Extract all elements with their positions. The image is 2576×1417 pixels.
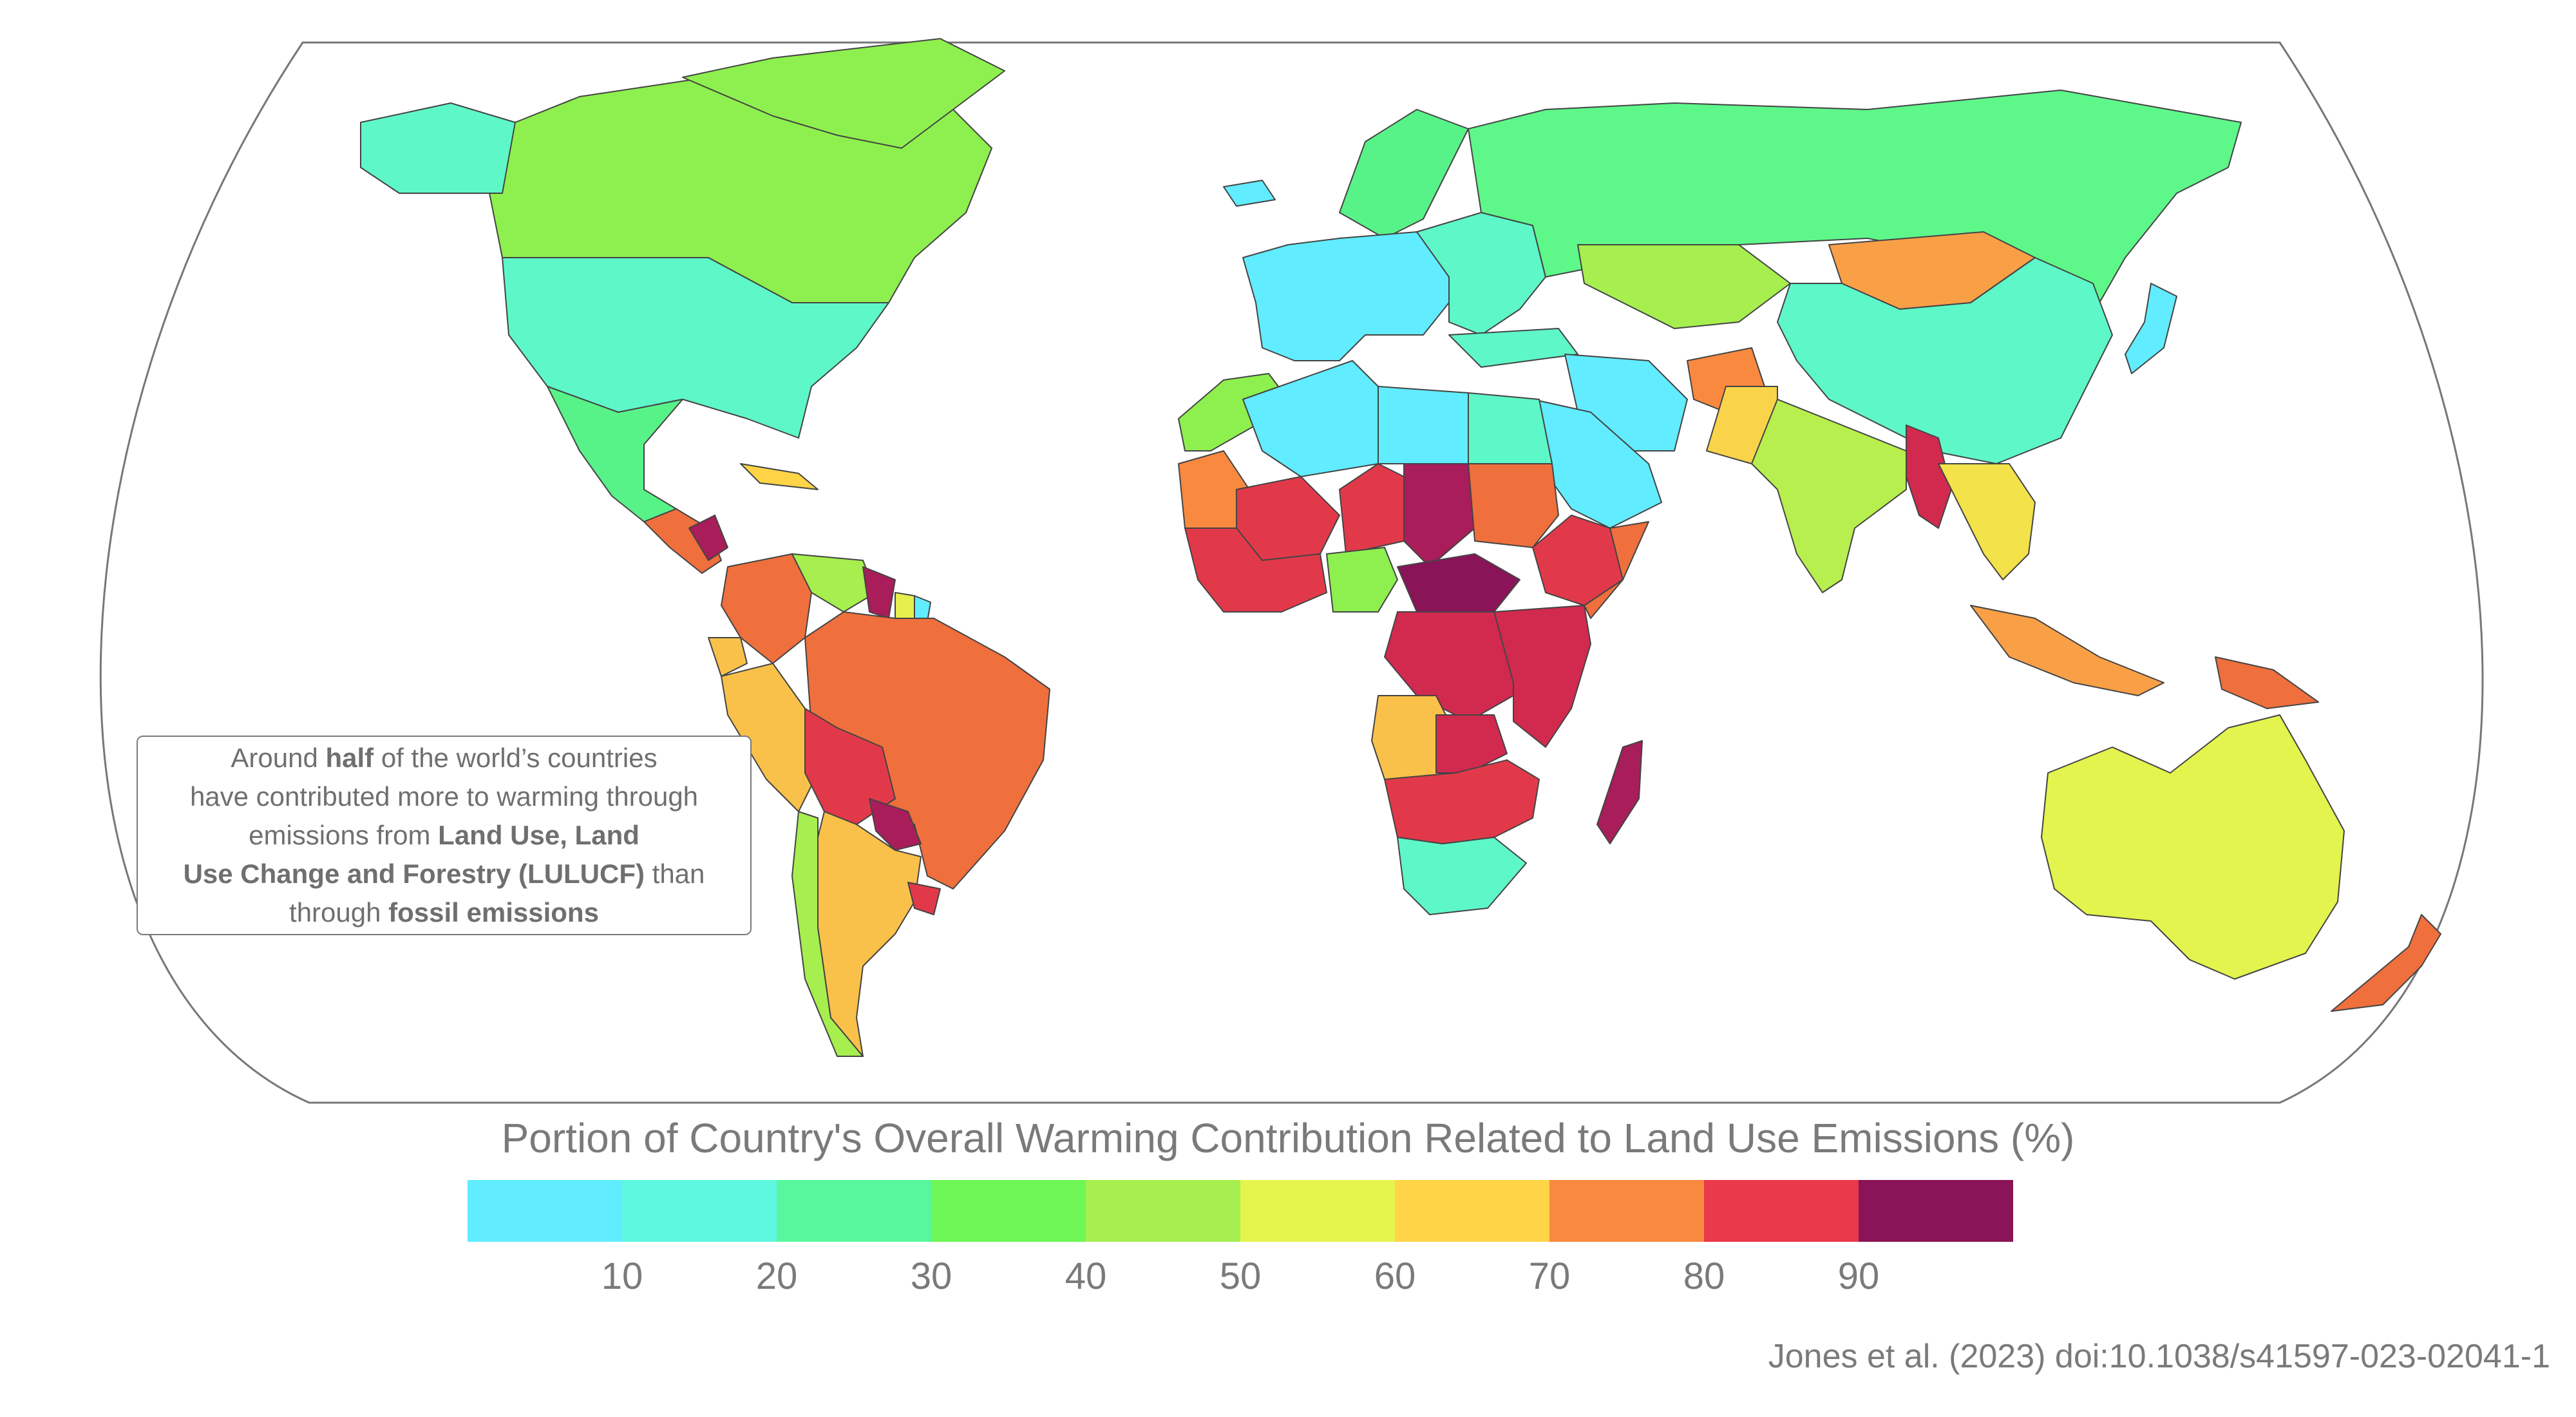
legend-swatch-3: [777, 1180, 931, 1242]
country-alaska: [360, 102, 516, 194]
legend-tick-30: 30: [910, 1255, 952, 1297]
legend-tick-20: 20: [755, 1255, 798, 1297]
country-central-african-republic: [1397, 553, 1520, 613]
legend-tick-80: 80: [1683, 1255, 1725, 1297]
callout-line-3: emissions from Land Use, Land: [249, 820, 639, 850]
legend-swatch-6: [1240, 1180, 1395, 1242]
legend-tick-labels: 10 20 30 40 50 60 70 80 90: [468, 1255, 2013, 1306]
country-australia: [2041, 714, 2345, 980]
country-suriname: [895, 592, 915, 619]
country-libya: [1378, 386, 1469, 464]
country-west-africa: [1184, 528, 1327, 613]
country-kazakhstan: [1577, 244, 1791, 329]
legend-swatch-2: [622, 1180, 777, 1242]
callout-line-5: through fossil emissions: [289, 897, 599, 927]
country-madagascar: [1596, 740, 1643, 844]
legend-tick-90: 90: [1837, 1255, 1880, 1297]
legend-swatch-9: [1704, 1180, 1859, 1242]
country-southeast-asia: [1938, 463, 2036, 580]
country-mexico: [547, 386, 683, 522]
country-india: [1751, 399, 1907, 593]
country-east-africa: [1493, 605, 1591, 748]
legend-color-bar: [468, 1180, 2013, 1242]
country-cuba: [740, 463, 819, 490]
country-chad: [1403, 463, 1475, 567]
country-paraguay: [869, 798, 922, 851]
country-indonesia: [1970, 605, 2164, 696]
legend-swatch-10: [1859, 1180, 2013, 1242]
legend-swatch-7: [1395, 1180, 1549, 1242]
country-ecuador: [708, 637, 748, 677]
legend-tick-10: 10: [601, 1255, 643, 1297]
country-sudan: [1468, 463, 1559, 548]
country-nigeria: [1326, 547, 1398, 613]
country-nicaragua: [688, 515, 728, 561]
callout-text: Around half of the world’s countries hav…: [184, 739, 705, 932]
callout-line-2: have contributed more to warming through: [189, 781, 699, 812]
callout-line-4: Use Change and Forestry (LULUCF) than: [183, 859, 705, 889]
legend-tick-40: 40: [1065, 1255, 1107, 1297]
legend-tick-70: 70: [1528, 1255, 1571, 1297]
country-western-europe: [1242, 231, 1456, 361]
legend-tick-60: 60: [1374, 1255, 1416, 1297]
country-turkey: [1448, 328, 1578, 368]
country-venezuela: [791, 553, 876, 613]
citation: Jones et al. (2023) doi:10.1038/s41597-0…: [1768, 1338, 2550, 1375]
legend-swatch-8: [1549, 1180, 1704, 1242]
legend-swatch-4: [931, 1180, 1086, 1242]
country-new-zealand: [2331, 914, 2441, 1012]
callout-line-1: Around half of the world’s countries: [231, 743, 658, 773]
country-china: [1777, 257, 2113, 464]
country-uruguay: [907, 882, 941, 915]
world-map-svg: [99, 38, 2484, 1104]
country-somalia: [1584, 521, 1649, 619]
country-japan: [2125, 283, 2177, 374]
legend-swatch-1: [468, 1180, 622, 1242]
country-south-africa: [1397, 837, 1527, 915]
country-greenland: [682, 38, 1005, 149]
legend-swatch-5: [1086, 1180, 1240, 1242]
legend-tick-50: 50: [1219, 1255, 1262, 1297]
callout-box: Around half of the world’s countries hav…: [137, 736, 752, 935]
country-zambia: [1435, 714, 1508, 774]
country-myanmar: [1906, 424, 1952, 529]
world-map: [99, 38, 2484, 1104]
legend-title: Portion of Country's Overall Warming Con…: [501, 1115, 2075, 1161]
country-egypt: [1468, 392, 1553, 464]
country-iceland: [1223, 180, 1276, 207]
country-papua-new-guinea: [2215, 656, 2319, 709]
country-peru: [721, 663, 819, 812]
country-argentina: [817, 811, 922, 1057]
